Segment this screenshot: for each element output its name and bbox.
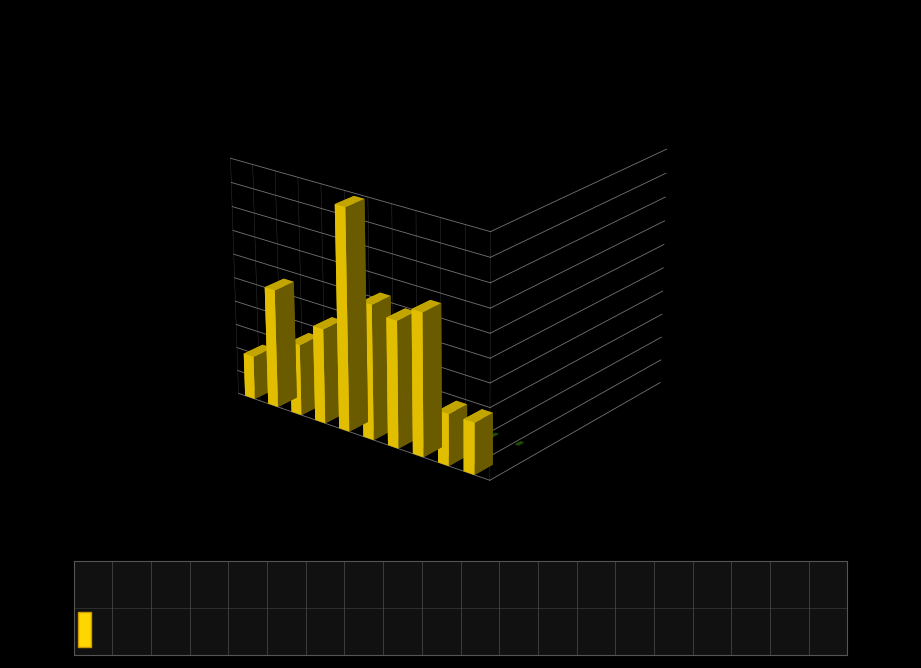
- Bar: [77, 612, 91, 647]
